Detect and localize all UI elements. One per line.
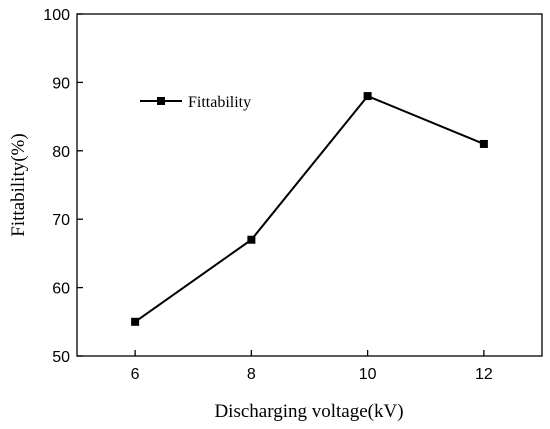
x-axis-title: Discharging voltage(kV) [214, 401, 403, 422]
plot-frame [76, 13, 543, 357]
y-axis-title: Fittability(%) [8, 133, 29, 236]
x-tick-label: 12 [475, 366, 493, 383]
y-tick-label: 100 [43, 7, 70, 24]
x-tick-label: 10 [359, 366, 377, 383]
y-tick-label: 90 [52, 75, 70, 92]
series-line-1 [134, 94, 485, 323]
x-axis: 6 8 10 12 [131, 350, 493, 383]
y-axis: 50 60 70 80 90 100 [43, 7, 83, 366]
x-tick-label: 6 [131, 366, 140, 383]
legend-label: Fittability [188, 94, 251, 111]
data-point [363, 92, 372, 101]
y-tick-label: 80 [52, 144, 70, 161]
x-tick-label: 8 [247, 366, 256, 383]
y-tick-label: 60 [52, 281, 70, 298]
legend: Fittability [140, 94, 251, 111]
data-point [479, 139, 488, 148]
legend-marker [157, 97, 165, 105]
series-layer [131, 92, 488, 326]
y-tick-label: 70 [52, 212, 70, 229]
y-tick-label: 50 [52, 349, 70, 366]
data-point [247, 235, 256, 244]
data-point [131, 317, 140, 326]
